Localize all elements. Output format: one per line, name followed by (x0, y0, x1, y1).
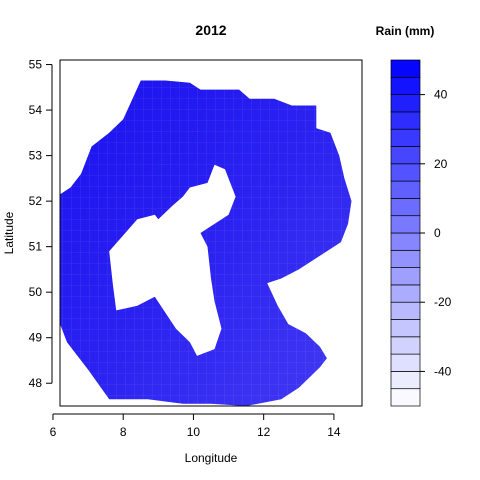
legend-swatch (390, 232, 421, 251)
y-tick-label: 52 (29, 194, 43, 208)
legend-swatch (390, 94, 421, 113)
y-tick-label: 53 (29, 149, 43, 163)
x-tick-label: 10 (187, 425, 201, 439)
legend-tick-label: -40 (434, 364, 452, 378)
legend-swatch (390, 146, 421, 165)
legend-swatch (390, 249, 421, 268)
legend-swatch (390, 353, 421, 372)
y-tick-label: 50 (29, 285, 43, 299)
legend-swatch (390, 163, 421, 182)
x-tick-label: 6 (50, 425, 57, 439)
y-tick-label: 49 (29, 331, 43, 345)
y-tick-label: 55 (29, 58, 43, 72)
legend-swatch (390, 59, 421, 78)
chart-title: 2012 (195, 22, 226, 38)
legend-tick-label: -20 (434, 295, 452, 309)
y-tick-label: 51 (29, 240, 43, 254)
x-tick-label: 14 (327, 425, 341, 439)
y-tick-label: 54 (29, 103, 43, 117)
legend-title: Rain (mm) (376, 24, 435, 38)
legend-swatch (390, 301, 421, 320)
legend-swatch (390, 76, 421, 95)
y-tick-label: 48 (29, 376, 43, 390)
x-tick-label: 8 (120, 425, 127, 439)
y-axis: 48 49 50 51 52 53 54 55 (29, 58, 53, 390)
legend-swatch (390, 284, 421, 303)
legend-swatch (390, 388, 421, 407)
legend-swatch (390, 371, 421, 390)
legend-swatch (390, 198, 421, 217)
legend-swatch (390, 111, 421, 130)
x-axis: 6 8 10 12 14 (50, 413, 341, 439)
x-axis-label: Longitude (185, 451, 238, 465)
legend-swatch (390, 319, 421, 338)
x-tick-label: 12 (257, 425, 271, 439)
legend-tick-label: 20 (434, 157, 448, 171)
legend-tick-label: 40 (434, 88, 448, 102)
y-axis-label: Latitude (2, 211, 16, 254)
legend-tick-label: 0 (434, 226, 441, 240)
legend-swatch (390, 336, 421, 355)
legend-swatch (390, 215, 421, 234)
rain-region-grid (60, 80, 352, 406)
legend-swatch (390, 128, 421, 147)
legend-swatch (390, 267, 421, 286)
color-legend: -40 -20 0 20 40 (390, 59, 452, 407)
legend-swatch (390, 180, 421, 199)
plot-frame (59, 59, 363, 407)
